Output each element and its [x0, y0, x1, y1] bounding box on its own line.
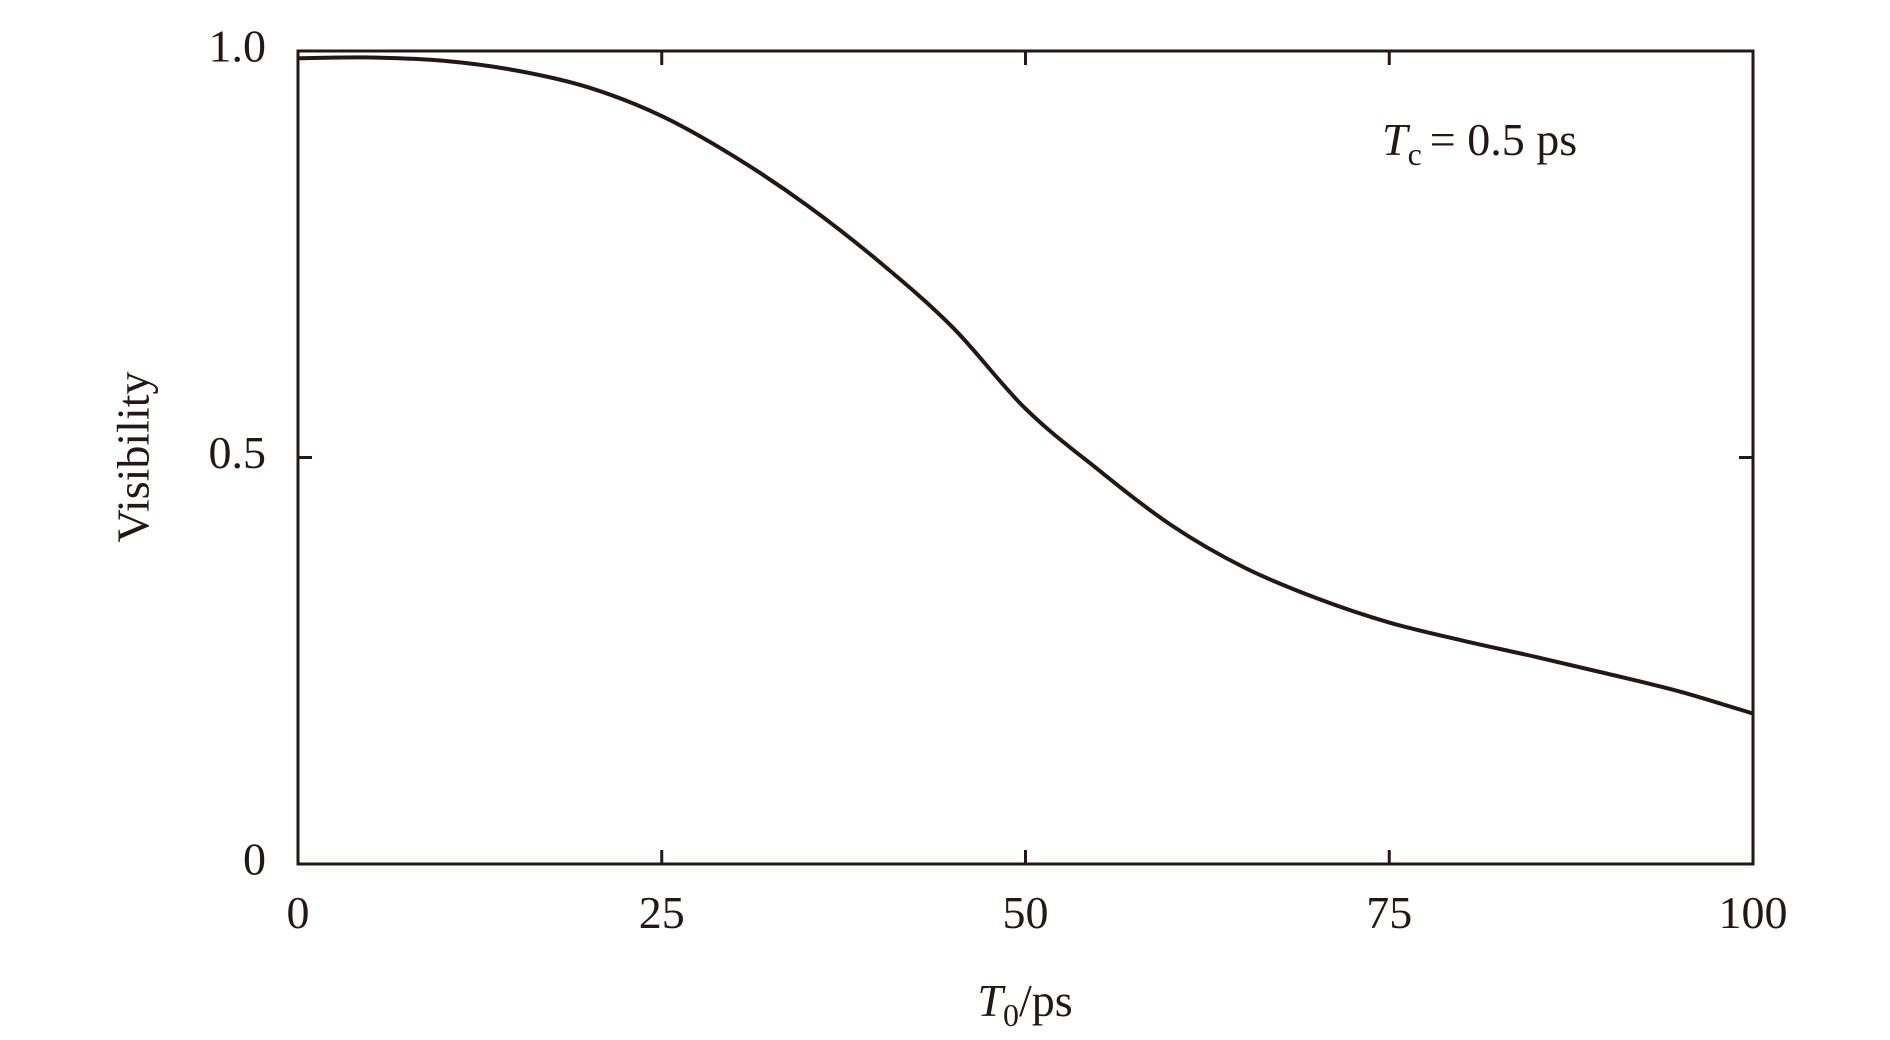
y-tick-label: 0 [243, 834, 266, 885]
x-label-unit: /ps [1019, 975, 1073, 1026]
x-label-symbol: T [977, 975, 1006, 1026]
x-tick-label: 0 [287, 887, 310, 938]
y-tick-label: 1.0 [209, 21, 267, 72]
annotation-symbol: T [1382, 114, 1411, 165]
y-axis-label: Visibility [108, 371, 159, 542]
x-axis-label: T0/ps [977, 975, 1072, 1033]
data-line [297, 55, 1754, 716]
annotation: Tc = 0.5 ps [1382, 114, 1577, 172]
x-tick-label: 50 [1003, 887, 1049, 938]
x-tick-label: 25 [639, 887, 685, 938]
x-tick-label: 75 [1366, 887, 1412, 938]
x-label-sub: 0 [1003, 997, 1019, 1033]
annotation-text: = 0.5 ps [1430, 114, 1577, 165]
y-tick-label: 0.5 [209, 427, 267, 478]
x-tick-label: 100 [1719, 887, 1788, 938]
annotation-sub: c [1408, 136, 1422, 172]
plot-frame [296, 49, 1755, 866]
